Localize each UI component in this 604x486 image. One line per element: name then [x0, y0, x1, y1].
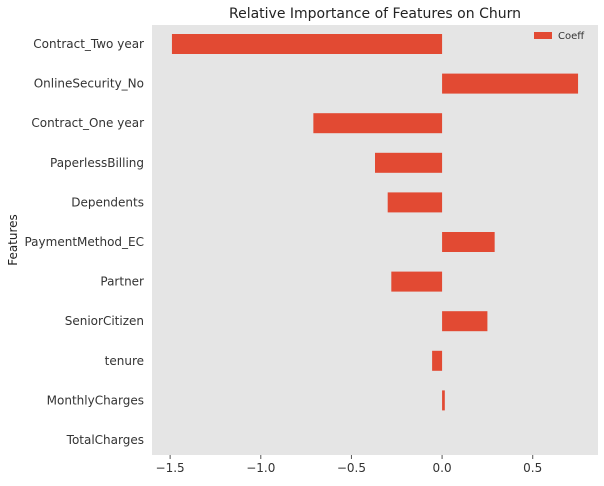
y-tick-label: PaperlessBilling: [50, 156, 144, 170]
bar: [313, 113, 443, 134]
y-tick-label: OnlineSecurity_No: [34, 77, 144, 91]
y-tick-label: SeniorCitizen: [65, 314, 144, 328]
y-axis-label: Features: [6, 214, 20, 266]
bar: [442, 232, 495, 252]
chart-title: Relative Importance of Features on Churn: [229, 6, 521, 22]
y-tick-label: Dependents: [71, 195, 144, 209]
bar: [387, 192, 443, 213]
y-tick-label: MonthlyCharges: [47, 393, 144, 407]
bar: [391, 271, 443, 292]
legend-swatch: [534, 32, 552, 39]
y-tick-label: PaymentMethod_EC: [24, 235, 144, 249]
x-tick-label: 0.5: [523, 461, 542, 475]
y-tick-label: Contract_Two year: [33, 37, 144, 51]
y-tick-label: Contract_One year: [31, 116, 144, 130]
x-tick-label: −0.5: [337, 461, 366, 475]
bar: [442, 311, 488, 332]
legend-entry: Coeff: [558, 31, 585, 42]
x-tick-label: 0.0: [433, 461, 452, 475]
y-tick-label: tenure: [105, 354, 144, 368]
x-tick-label: −1.0: [246, 461, 275, 475]
bar: [375, 152, 443, 173]
y-tick-label: Partner: [100, 275, 144, 289]
bar: [442, 390, 445, 411]
bar: [432, 350, 443, 371]
y-tick-label: TotalCharges: [66, 433, 144, 447]
plot-background: [152, 25, 598, 455]
legend: Coeff: [534, 31, 585, 42]
bar: [171, 34, 443, 54]
x-tick-label: −1.5: [156, 461, 185, 475]
bar: [442, 73, 579, 94]
